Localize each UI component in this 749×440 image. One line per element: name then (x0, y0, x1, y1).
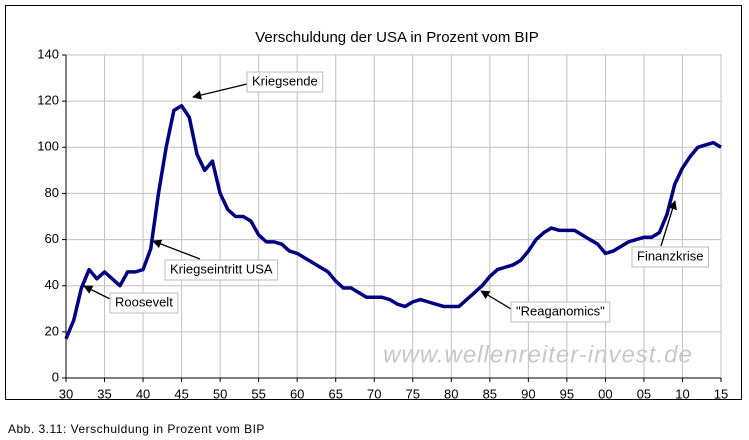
x-tick-label: 00 (598, 386, 612, 401)
annotation-box (109, 292, 179, 314)
x-tick-label: 35 (97, 386, 111, 401)
annotation-box (164, 259, 279, 281)
annotation-arrow (192, 83, 248, 100)
x-tick-label: 75 (406, 386, 420, 401)
x-tick-label: 95 (560, 386, 574, 401)
y-tick-label: 120 (37, 93, 59, 108)
annotation-arrow (152, 239, 201, 260)
data-line (64, 104, 722, 340)
x-tick-label: 65 (328, 386, 342, 401)
y-tick-label: 20 (45, 323, 59, 338)
x-tick-label: 05 (637, 386, 651, 401)
y-tick-label: 100 (37, 139, 59, 154)
x-tick-label: 55 (251, 386, 265, 401)
x-tick-label: 80 (444, 386, 458, 401)
x-tick-label: 60 (290, 386, 304, 401)
y-tick-label: 0 (52, 369, 59, 384)
annotation-text: Kriegseintritt USA (170, 261, 273, 276)
annotation-text: "Reaganomics" (516, 303, 605, 318)
x-tick-label: 40 (136, 386, 150, 401)
annotation-box (510, 301, 611, 323)
x-tick-label: 30 (59, 386, 73, 401)
x-tick-label: 10 (675, 386, 689, 401)
x-tick-label: 85 (483, 386, 497, 401)
annotation-text: Roosevelt (115, 294, 173, 309)
y-tick-label: 40 (45, 277, 59, 292)
annotation-text: Kriegsende (252, 73, 318, 88)
chart-title: Verschuldung der USA in Prozent vom BIP (255, 29, 538, 46)
annotation-arrow (480, 290, 512, 310)
watermark: www.wellenreiter-invest.de (383, 341, 693, 368)
y-tick-label: 140 (37, 46, 59, 61)
x-tick-label: 15 (714, 386, 728, 401)
annotation-arrow (660, 200, 677, 247)
y-tick-label: 60 (45, 231, 59, 246)
y-tick-label: 80 (45, 185, 59, 200)
annotation-arrow (83, 285, 111, 300)
annotation-box (246, 71, 324, 93)
x-tick-label: 45 (174, 386, 188, 401)
plot-area (65, 54, 722, 379)
caption: Abb. 3.11: Verschuldung in Prozent vom B… (8, 422, 265, 436)
x-tick-label: 50 (213, 386, 227, 401)
annotation-text: Finanzkrise (637, 248, 703, 263)
annotation-box (631, 246, 709, 268)
x-tick-label: 70 (367, 386, 381, 401)
x-tick-label: 90 (521, 386, 535, 401)
chart: Verschuldung der USA in Prozent vom BIP … (5, 5, 742, 401)
